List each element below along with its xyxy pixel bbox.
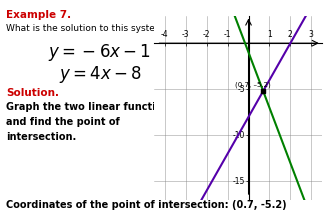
Text: Graph the two linear functions
and find the point of
intersection.: Graph the two linear functions and find …: [6, 102, 175, 142]
Text: -5: -5: [238, 85, 245, 94]
Text: Example 7.: Example 7.: [6, 10, 71, 20]
Text: (0.7, –5.2): (0.7, –5.2): [235, 82, 271, 88]
Text: -15: -15: [233, 177, 245, 186]
Text: $y = 4x - 8$: $y = 4x - 8$: [58, 64, 141, 85]
Text: Coordinates of the point of intersection: (0.7, -5.2): Coordinates of the point of intersection…: [6, 200, 287, 210]
Text: 2: 2: [288, 30, 293, 40]
Text: 1: 1: [267, 30, 272, 40]
Text: -2: -2: [203, 30, 210, 40]
Text: Solution.: Solution.: [6, 88, 59, 98]
Text: -4: -4: [161, 30, 169, 40]
Text: $y = -6x - 1$: $y = -6x - 1$: [48, 42, 151, 63]
Text: -10: -10: [233, 131, 245, 140]
Text: 3: 3: [309, 30, 314, 40]
Text: -3: -3: [182, 30, 189, 40]
Text: -1: -1: [224, 30, 231, 40]
Text: What is the solution to this system of equations?: What is the solution to this system of e…: [6, 24, 227, 33]
